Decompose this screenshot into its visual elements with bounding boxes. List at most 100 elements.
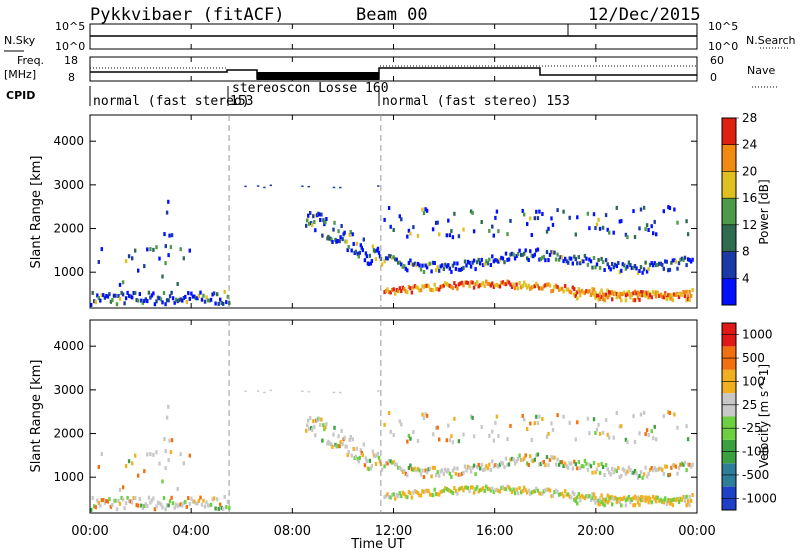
heatmap-cell <box>656 467 659 472</box>
heatmap-cell <box>503 465 506 470</box>
heatmap-cell <box>341 442 344 447</box>
heatmap-cell <box>216 497 219 502</box>
heatmap-cell <box>368 458 372 463</box>
heatmap-cell <box>436 265 439 270</box>
heatmap-cell <box>153 507 157 512</box>
heatmap-cell <box>536 452 540 457</box>
heatmap-cell <box>582 259 585 264</box>
heatmap-cell <box>648 467 652 472</box>
heatmap-cell <box>683 290 687 295</box>
heatmap-cell <box>345 239 348 244</box>
nave-label: Nave <box>747 64 775 77</box>
heatmap-cell <box>574 291 577 296</box>
heatmap-cell <box>673 258 676 263</box>
heatmap-cell <box>430 474 433 479</box>
heatmap-cell <box>319 423 322 427</box>
heatmap-cell <box>504 456 508 461</box>
heatmap-cell <box>653 219 656 224</box>
heatmap-cell <box>557 287 561 292</box>
heatmap-cell <box>545 229 549 234</box>
heatmap-cell <box>331 445 334 449</box>
heatmap-cell <box>167 199 170 204</box>
heatmap-cell <box>301 185 304 187</box>
heatmap-cell <box>526 427 529 431</box>
heatmap-cell <box>658 293 661 298</box>
heatmap-cell <box>398 286 401 291</box>
heatmap-cell <box>356 456 359 461</box>
heatmap-cell <box>582 290 585 295</box>
heatmap-cell <box>373 249 377 254</box>
heatmap-cell <box>370 464 374 468</box>
heatmap-cell <box>482 263 485 268</box>
x-tick-label: 08:00 <box>274 524 311 539</box>
heatmap-cell <box>606 262 609 267</box>
heatmap-cell <box>454 471 458 476</box>
heatmap-cell <box>111 503 114 507</box>
heatmap-cell <box>533 252 536 257</box>
heatmap-cell <box>550 216 553 221</box>
heatmap-cell <box>641 475 644 480</box>
heatmap-cell <box>520 457 523 462</box>
heatmap-cell <box>573 287 576 292</box>
heatmap-cell <box>535 248 538 253</box>
heatmap-cell <box>600 256 603 261</box>
heatmap-cell <box>175 502 178 507</box>
heatmap-cell <box>501 280 505 285</box>
nsky-tick-bottom: 10^0 <box>55 40 85 53</box>
heatmap-cell <box>422 284 426 289</box>
nsky-label: N.Sky <box>4 34 36 47</box>
heatmap-cell <box>551 288 555 293</box>
heatmap-cell <box>548 457 552 462</box>
heatmap-cell <box>358 250 361 255</box>
heatmap-cell <box>118 296 122 301</box>
heatmap-cell <box>597 498 600 503</box>
heatmap-cell <box>624 266 628 271</box>
heatmap-cell <box>509 282 512 287</box>
heatmap-cell <box>668 501 672 506</box>
heatmap-cell <box>447 263 450 268</box>
heatmap-cell <box>545 487 549 492</box>
heatmap-cell <box>386 287 389 292</box>
heatmap-cell <box>629 292 632 297</box>
heatmap-cell <box>638 496 641 501</box>
heatmap-cell <box>620 298 623 303</box>
heatmap-cell <box>212 291 216 296</box>
heatmap-cell <box>647 267 650 271</box>
heatmap-cell <box>548 488 552 493</box>
heatmap-cell <box>594 291 597 295</box>
heatmap-cell <box>655 294 658 299</box>
heatmap-cell <box>495 282 499 287</box>
heatmap-cell <box>665 297 668 301</box>
heatmap-cell <box>642 472 646 477</box>
heatmap-cell <box>623 290 626 295</box>
heatmap-cell <box>580 464 584 469</box>
heatmap-cell <box>535 486 538 491</box>
heatmap-cell <box>191 294 195 299</box>
heatmap-cell <box>606 295 609 300</box>
heatmap-cell <box>127 459 131 464</box>
heatmap-cell <box>639 290 643 295</box>
heatmap-cell <box>497 259 500 264</box>
heatmap-cell <box>691 257 694 262</box>
heatmap-cell <box>571 261 574 266</box>
heatmap-cell <box>146 504 149 509</box>
heatmap-cell <box>662 209 665 214</box>
heatmap-cell <box>318 417 321 422</box>
heatmap-cell <box>352 447 355 451</box>
heatmap-cell <box>406 268 409 273</box>
heatmap-cell <box>655 468 658 473</box>
heatmap-cell <box>648 293 652 298</box>
heatmap-cell <box>647 500 650 505</box>
heatmap-cell <box>343 230 346 235</box>
heatmap-cell <box>506 279 509 284</box>
heatmap-cell <box>167 503 170 508</box>
heatmap-cell <box>454 284 458 289</box>
heatmap-cell <box>471 465 474 470</box>
cpid-seg-3: stereoscon Losse 160 <box>232 81 389 96</box>
heatmap-cell <box>598 502 602 506</box>
heatmap-cell <box>362 237 365 242</box>
heatmap-cell <box>127 498 131 503</box>
heatmap-cell <box>644 465 647 470</box>
heatmap-cell <box>609 267 612 272</box>
heatmap-cell <box>676 220 679 225</box>
